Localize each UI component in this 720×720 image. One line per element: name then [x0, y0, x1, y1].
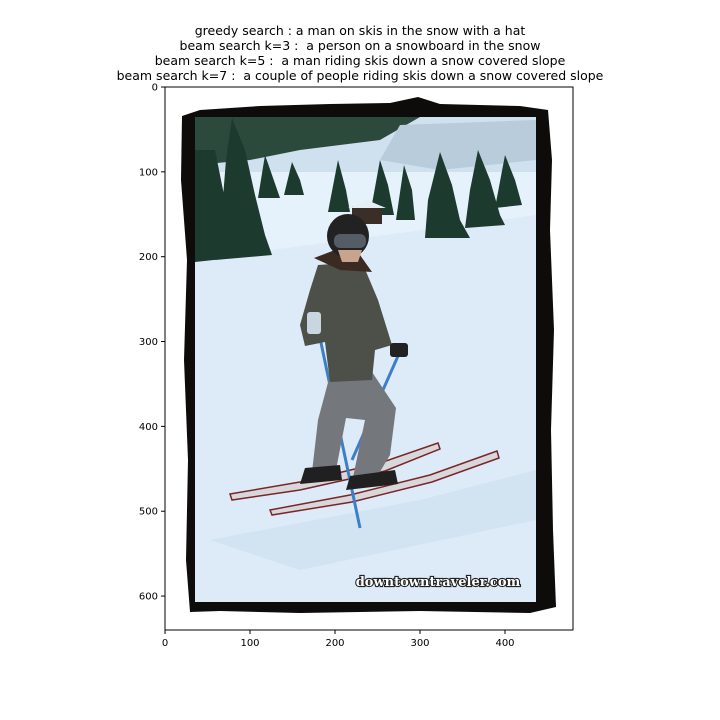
photo-ski-tracks — [210, 470, 536, 570]
x-tick-label: 0 — [162, 638, 168, 649]
title-line-beam7: beam search k=7 : a couple of people rid… — [116, 68, 604, 83]
photo: downtowntraveler.com — [181, 97, 556, 613]
photo-skier — [300, 214, 408, 490]
x-tick-label: 100 — [240, 638, 259, 649]
photo-distant-forest — [195, 117, 420, 165]
figure-title: greedy search : a man on skis in the sno… — [0, 23, 720, 83]
y-axis: 0 100 200 300 400 500 600 — [139, 83, 165, 603]
x-tick-label: 300 — [410, 638, 429, 649]
x-tick-label: 400 — [495, 638, 514, 649]
y-tick-label: 600 — [139, 592, 158, 603]
photo-trees-left — [195, 118, 304, 262]
y-tick-label: 300 — [139, 337, 158, 348]
y-tick-label: 100 — [139, 167, 158, 178]
y-tick-label: 500 — [139, 507, 158, 518]
photo-trees-right — [328, 150, 522, 238]
y-tick-label: 200 — [139, 252, 158, 263]
photo-watermark: downtowntraveler.com — [356, 575, 521, 590]
title-line-beam3: beam search k=3 : a person on a snowboar… — [179, 38, 541, 53]
title-line-beam5: beam search k=5 : a man riding skis down… — [154, 53, 566, 68]
y-tick-label: 0 — [152, 83, 158, 94]
photo-distant-village — [380, 120, 536, 170]
x-tick-label: 200 — [325, 638, 344, 649]
title-line-greedy: greedy search : a man on skis in the sno… — [194, 23, 526, 38]
y-tick-label: 400 — [139, 422, 158, 433]
x-axis: 0 100 200 300 400 — [162, 630, 515, 649]
axes-frame — [164, 86, 574, 631]
